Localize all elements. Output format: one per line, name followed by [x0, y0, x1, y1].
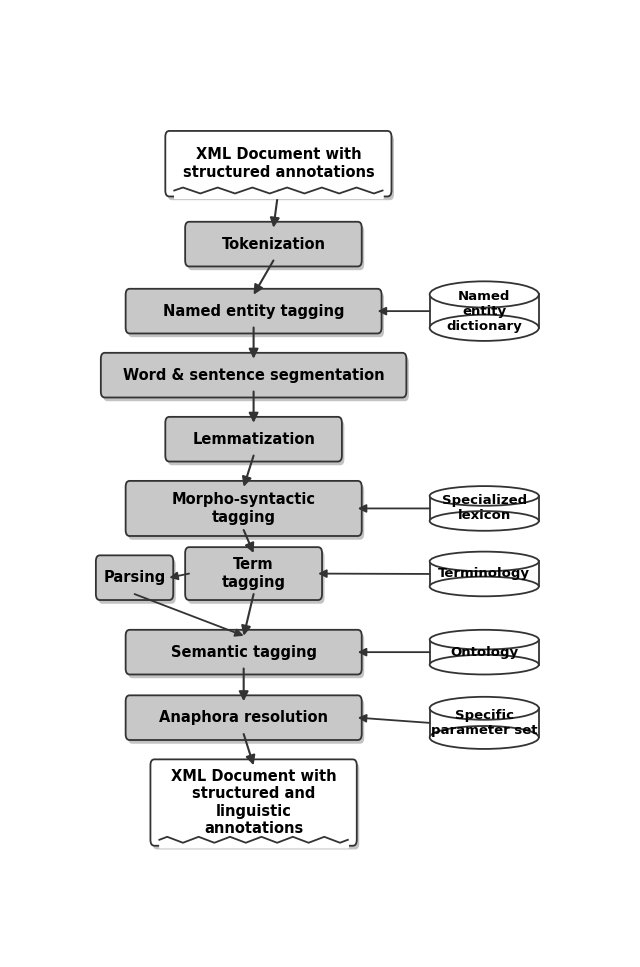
- FancyBboxPatch shape: [101, 353, 406, 397]
- FancyBboxPatch shape: [168, 421, 344, 465]
- Ellipse shape: [429, 576, 539, 597]
- FancyBboxPatch shape: [188, 225, 364, 270]
- FancyBboxPatch shape: [96, 555, 173, 600]
- Text: Lemmatization: Lemmatization: [192, 431, 315, 447]
- FancyBboxPatch shape: [185, 547, 322, 600]
- FancyBboxPatch shape: [128, 292, 384, 337]
- FancyBboxPatch shape: [188, 551, 324, 603]
- FancyBboxPatch shape: [125, 481, 362, 536]
- Ellipse shape: [429, 697, 539, 719]
- Text: Specific
parameter set: Specific parameter set: [431, 709, 538, 737]
- Text: Named entity tagging: Named entity tagging: [163, 304, 344, 318]
- Text: Term
tagging: Term tagging: [221, 557, 285, 590]
- Text: Tokenization: Tokenization: [221, 237, 326, 251]
- FancyBboxPatch shape: [165, 131, 392, 196]
- Text: Semantic tagging: Semantic tagging: [171, 645, 317, 659]
- Ellipse shape: [429, 281, 539, 308]
- Bar: [429, 294, 539, 328]
- FancyBboxPatch shape: [150, 759, 356, 846]
- FancyBboxPatch shape: [125, 289, 381, 334]
- Text: Morpho-syntactic
tagging: Morpho-syntactic tagging: [172, 492, 316, 525]
- FancyBboxPatch shape: [168, 134, 394, 200]
- Text: XML Document with
structured annotations: XML Document with structured annotations: [182, 148, 374, 180]
- Text: Named
entity
dictionary: Named entity dictionary: [446, 290, 522, 333]
- FancyBboxPatch shape: [128, 633, 364, 678]
- Text: Anaphora resolution: Anaphora resolution: [159, 710, 328, 725]
- FancyBboxPatch shape: [125, 630, 362, 675]
- Ellipse shape: [429, 314, 539, 341]
- Text: Specialized
lexicon: Specialized lexicon: [442, 494, 527, 522]
- Ellipse shape: [429, 486, 539, 506]
- Ellipse shape: [429, 630, 539, 650]
- FancyBboxPatch shape: [185, 221, 362, 267]
- Text: Ontology: Ontology: [450, 646, 518, 659]
- Ellipse shape: [429, 655, 539, 675]
- Ellipse shape: [429, 551, 539, 571]
- Text: Parsing: Parsing: [104, 571, 166, 585]
- FancyBboxPatch shape: [128, 484, 364, 540]
- Bar: [429, 496, 539, 521]
- FancyBboxPatch shape: [125, 695, 362, 740]
- Text: Terminology: Terminology: [438, 568, 530, 580]
- Bar: [429, 562, 539, 586]
- FancyBboxPatch shape: [165, 417, 342, 461]
- Ellipse shape: [429, 726, 539, 748]
- Bar: [429, 639, 539, 664]
- Text: Word & sentence segmentation: Word & sentence segmentation: [123, 367, 385, 383]
- FancyBboxPatch shape: [128, 699, 364, 744]
- Ellipse shape: [429, 512, 539, 531]
- FancyBboxPatch shape: [153, 763, 359, 849]
- Text: XML Document with
structured and
linguistic
annotations: XML Document with structured and linguis…: [171, 769, 337, 836]
- Bar: [429, 708, 539, 738]
- FancyBboxPatch shape: [99, 559, 176, 603]
- FancyBboxPatch shape: [103, 357, 409, 401]
